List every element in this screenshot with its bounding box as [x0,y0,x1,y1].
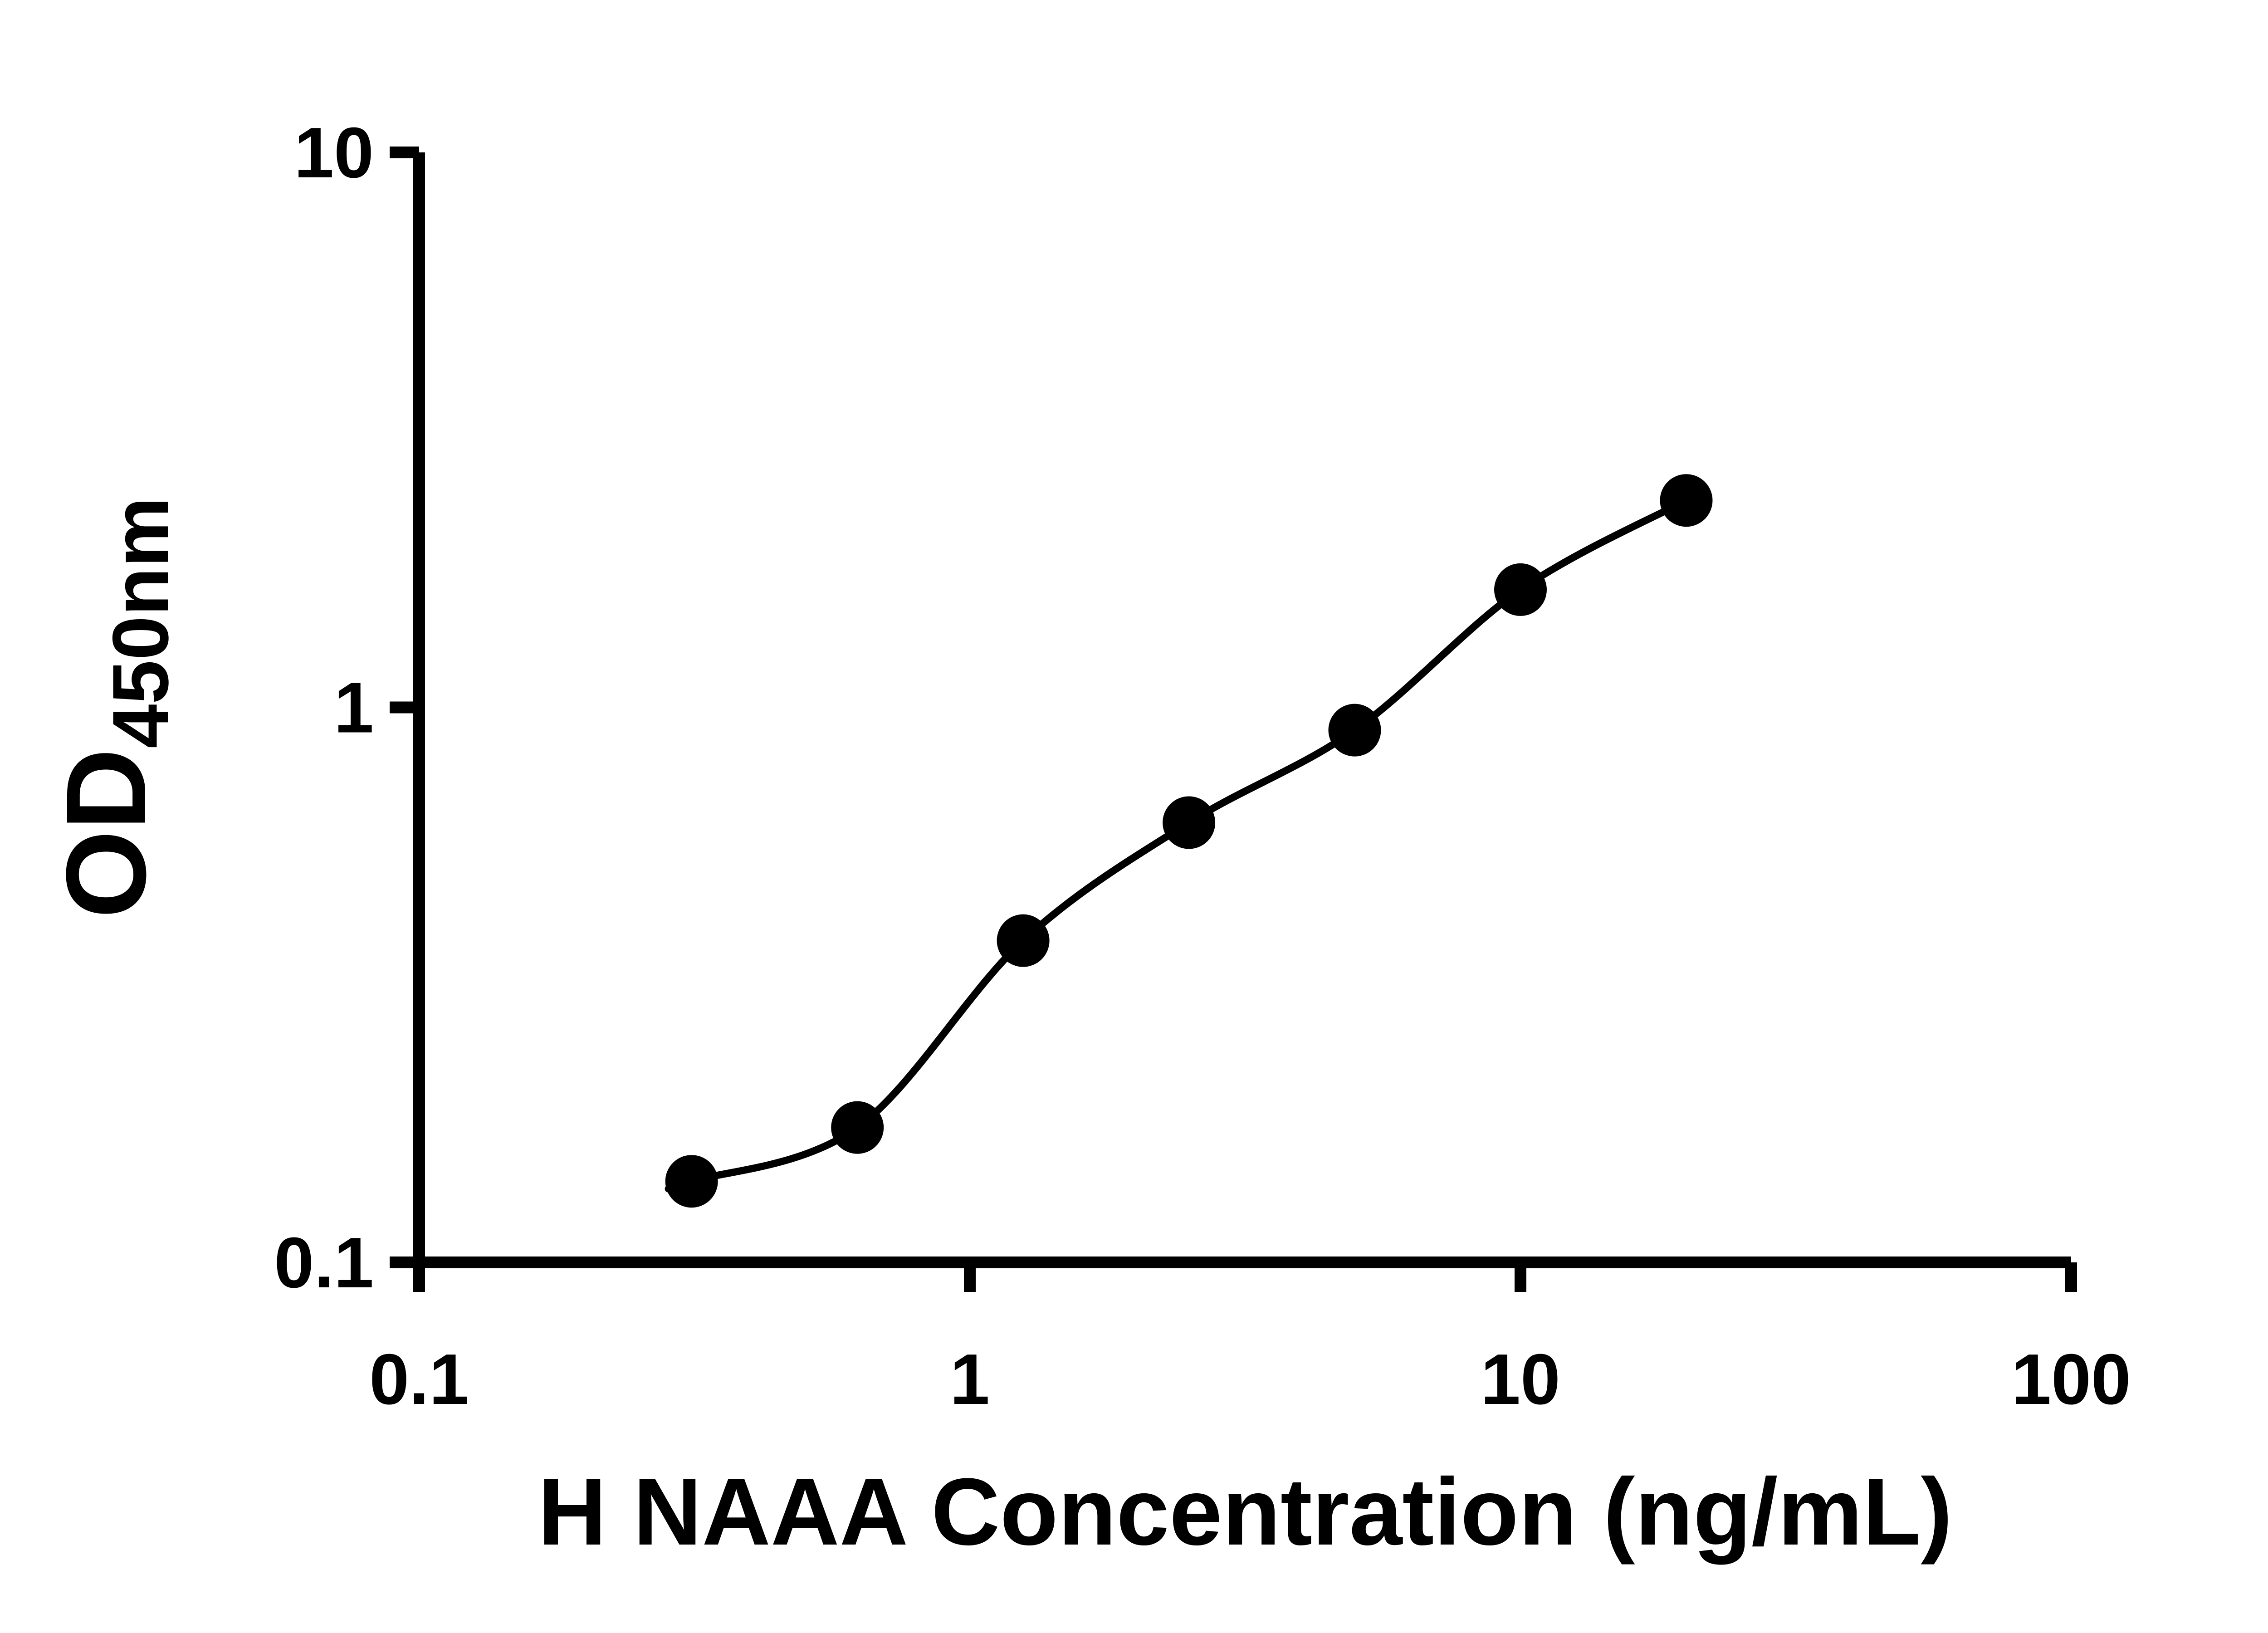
y-tick-label: 0.1 [274,1223,374,1303]
data-point [1494,563,1547,616]
data-point [997,914,1050,967]
axis-lines [413,152,2071,1268]
y-tick-label: 10 [294,113,374,193]
data-point [1328,704,1381,757]
y-axis-title-subscript: 450nm [97,497,185,748]
data-point [665,1155,718,1208]
data-point [831,1101,884,1154]
data-point [1163,796,1216,849]
data-point [1660,474,1713,527]
y-axis-title: OD450nm [43,497,185,918]
x-tick-label: 0.1 [369,1340,469,1419]
x-tick-label: 10 [1481,1340,1560,1419]
y-axis-title-main: OD [43,748,169,919]
plot-area: 0.1 1 10 100 10 1 0.1 [274,113,2131,1419]
x-axis-title: H NAAA Concentration (ng/mL) [538,1458,1953,1565]
x-tick-label: 1 [950,1340,990,1419]
y-tick-label: 1 [334,668,374,748]
x-tick-label: 100 [2011,1340,2131,1419]
